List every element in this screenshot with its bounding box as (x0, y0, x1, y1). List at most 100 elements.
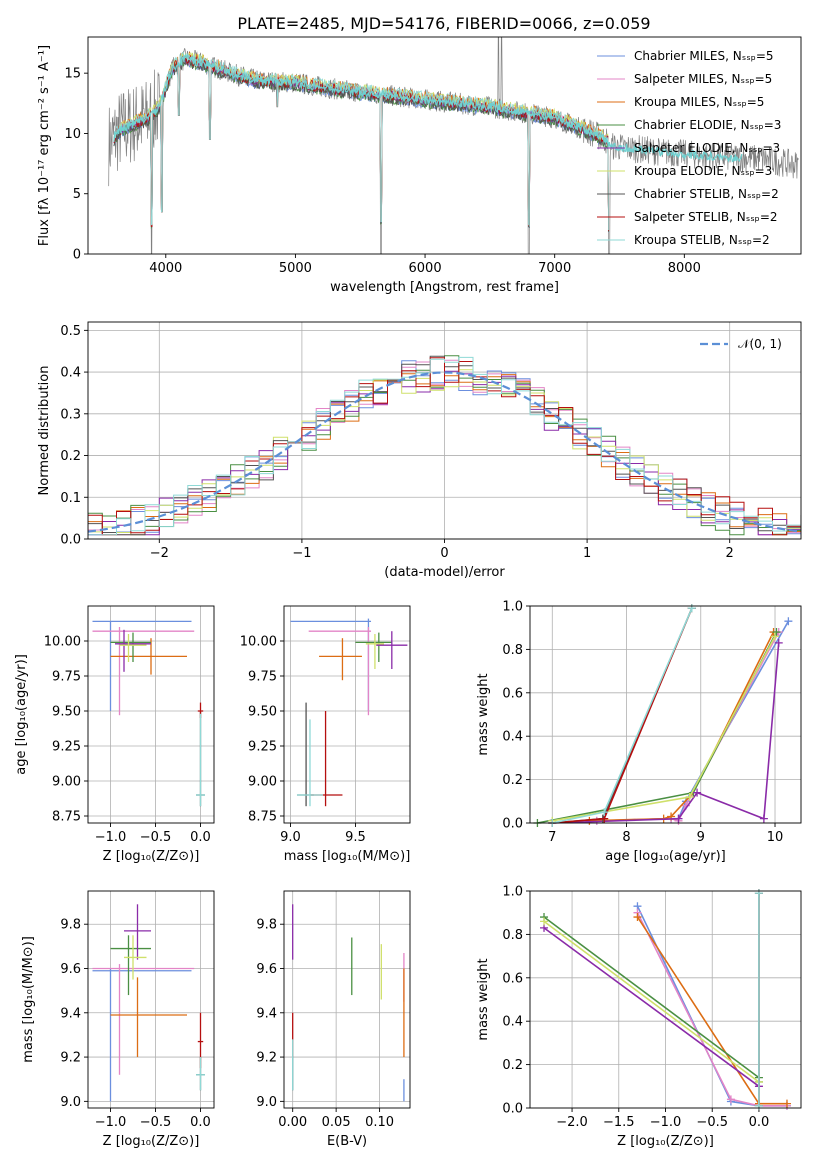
mass-vs-ebv-xtick-label: 0.10 (365, 1115, 394, 1130)
gaussian-reference-line (88, 371, 801, 533)
age-vs-mass-ytick-label: 9.75 (248, 670, 277, 685)
mass-weight-marker (693, 788, 702, 797)
mass-weight-vs-age-xtick-label: 9 (697, 830, 705, 845)
mass-weight-marker (759, 814, 768, 823)
age-vs-mass-xtick-label: 9.5 (345, 830, 366, 845)
legend-label: Salpeter ELODIE, Nₛₛₚ=3 (634, 141, 780, 155)
mass-vs-Z-ytick-label: 9.2 (60, 1051, 81, 1066)
spectrum-xlabel: wavelength [Angstrom, rest frame] (330, 280, 559, 295)
mass-weight-marker (771, 632, 780, 641)
mass-weight-vs-age-frame (529, 605, 802, 824)
mass-vs-Z-xtick-label: 0.0 (190, 1115, 211, 1130)
legend-label: Kroupa MILES, Nₛₛₚ=5 (634, 95, 764, 109)
age-vs-Z-ytick-label: 8.75 (52, 810, 81, 825)
mass-vs-ebv-ytick-label: 9.4 (256, 1006, 277, 1021)
residuals-plot-area (88, 355, 801, 536)
model-spectrum-line (113, 57, 609, 232)
error-bar-point (355, 632, 392, 662)
mass-vs-Z-ylabel: mass [log₁₀(M/M⊙)] (21, 936, 36, 1063)
mass-weight-marker (685, 792, 694, 801)
mass-vs-ebv-ytick-label: 9.8 (256, 918, 277, 933)
model-spectrum-line (113, 51, 609, 231)
age-vs-Z-xtick-label: 0.0 (190, 830, 211, 845)
residuals-ytick-label: 0.3 (60, 407, 81, 422)
age-vs-Z-ytick-label: 10.00 (44, 635, 81, 650)
spectrum-xtick-label: 6000 (409, 261, 442, 276)
mass-vs-ebv-xlabel: E(B-V) (327, 1134, 367, 1149)
mass-weight-vs-Z-xtick-label: −1.5 (603, 1115, 635, 1130)
mass-weight-line (596, 631, 780, 822)
mass-weight-vs-age-xtick-label: 8 (622, 830, 630, 845)
spectrum-xtick-label: 5000 (279, 261, 312, 276)
spectrum-frame (87, 36, 802, 255)
age-vs-mass-ytick-label: 8.75 (248, 810, 277, 825)
mass-weight-marker (633, 913, 642, 922)
error-bar-point (376, 631, 408, 669)
age-vs-Z-ytick-label: 9.00 (52, 775, 81, 790)
model-spectrum-line (113, 52, 609, 231)
mass-weight-marker (754, 1101, 763, 1110)
age-vs-Z-frame (87, 605, 215, 824)
residuals-xtick-label: 1 (583, 546, 591, 561)
legend-label: Chabrier ELODIE, Nₛₛₚ=3 (634, 118, 781, 132)
residuals-xtick-label: −2 (150, 546, 169, 561)
residuals-xlabel: (data-model)/error (384, 565, 505, 580)
age-vs-Z-ytick-label: 9.25 (52, 740, 81, 755)
mass-vs-Z-ytick-label: 9.0 (60, 1095, 81, 1110)
legend-label: Kroupa ELODIE, Nₛₛₚ=3 (634, 164, 772, 178)
spectrum-ytick-label: 10 (64, 127, 81, 142)
age-vs-Z-ylabel: age [log₁₀(age/yr)] (14, 654, 29, 775)
mass-weight-vs-Z-plot-area (540, 889, 791, 1110)
mass-weight-line (543, 920, 760, 1083)
mass-weight-line (537, 631, 778, 824)
model-spectrum-line (113, 51, 609, 231)
mass-weight-vs-age-xtick-label: 10 (767, 830, 784, 845)
residuals-ytick-label: 0.2 (60, 449, 81, 464)
mass-weight-vs-Z-ytick-label: 0.4 (502, 1015, 523, 1030)
mass-weight-vs-Z-xlabel: Z [log₁₀(Z/Z⊙)] (617, 1134, 714, 1149)
mass-weight-vs-age-ytick-label: 0.0 (502, 817, 523, 832)
residuals-ytick-label: 0.5 (60, 324, 81, 339)
error-bar-point (92, 968, 192, 1102)
mass-weight-marker (674, 814, 683, 823)
mass-weight-marker (754, 889, 763, 898)
model-spectrum-line (113, 54, 609, 232)
mass-weight-vs-Z-ylabel: mass weight (476, 958, 491, 1040)
mass-weight-marker (540, 917, 549, 926)
mass-weight-vs-Z-ytick-label: 0.0 (502, 1102, 523, 1117)
age-vs-Z-xtick-label: −0.5 (140, 830, 172, 845)
error-bar-point (296, 702, 314, 807)
spectrum-xtick-label: 7000 (538, 261, 571, 276)
figure-title: PLATE=2485, MJD=54176, FIBERID=0066, z=0… (237, 14, 650, 33)
mass-weight-marker (726, 1095, 735, 1104)
residuals-xtick-label: 2 (726, 546, 734, 561)
mass-vs-ebv-frame (283, 890, 411, 1109)
mass-vs-Z-xtick-label: −1.0 (95, 1115, 127, 1130)
mass-weight-line (552, 607, 693, 824)
error-bar-point (110, 935, 151, 996)
mass-weight-vs-Z-xtick-label: 0.0 (749, 1115, 770, 1130)
mass-weight-marker (687, 604, 696, 613)
mass-weight-vs-Z-frame (529, 890, 802, 1109)
mass-weight-line (636, 912, 787, 1107)
mass-weight-vs-Z-ytick-label: 1.0 (502, 885, 523, 900)
mass-vs-Z-xlabel: Z [log₁₀(Z/Z⊙)] (103, 1134, 200, 1149)
mass-weight-vs-Z-ytick-label: 0.8 (502, 928, 523, 943)
age-vs-mass-ytick-label: 9.00 (248, 775, 277, 790)
residual-histogram-line (88, 357, 801, 536)
residuals-frame (87, 321, 802, 540)
spectrum-ytick-label: 5 (73, 187, 81, 202)
error-bar-point (196, 1057, 205, 1091)
error-bar-point (92, 620, 192, 711)
mass-weight-marker (600, 808, 609, 817)
spectrum-plot-area (108, 37, 799, 254)
residuals-xtick-label: 0 (440, 546, 448, 561)
residual-histogram-line (88, 360, 801, 536)
legend-label: Chabrier STELIB, Nₛₛₚ=2 (634, 187, 779, 201)
mass-weight-vs-age-ytick-label: 0.2 (502, 773, 523, 788)
spectrum-xtick-label: 4000 (149, 261, 182, 276)
model-spectrum-line (113, 54, 609, 231)
age-vs-mass-plot-area (290, 618, 408, 807)
residuals-ylabel: Normed distribution (37, 366, 52, 496)
